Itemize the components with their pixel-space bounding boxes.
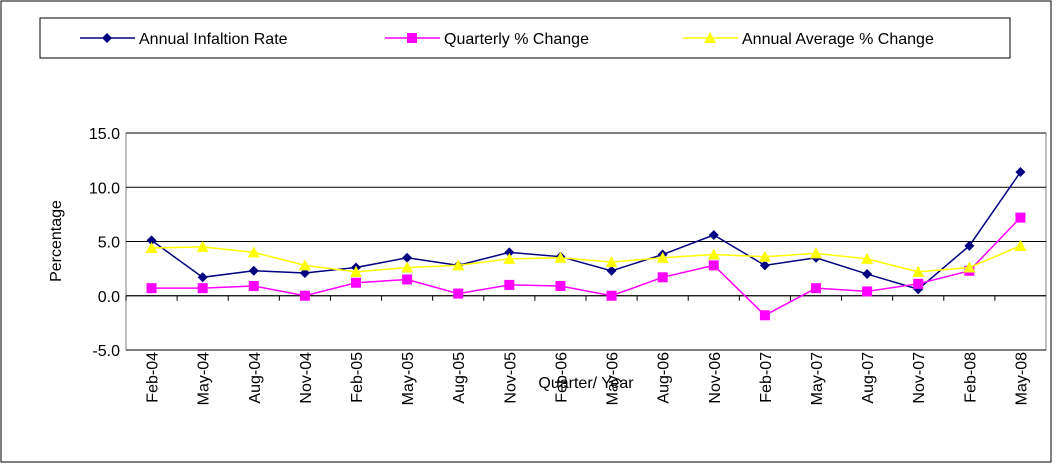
point-marker (862, 286, 873, 297)
y-tick-label: 0.0 (98, 289, 120, 306)
point-marker (504, 247, 515, 258)
point-marker (811, 283, 821, 294)
point-marker (452, 259, 465, 271)
x-tick-label: Aug-07 (860, 352, 877, 404)
x-tick-label: Feb-07 (758, 352, 775, 403)
point-marker (504, 279, 515, 290)
point-marker (861, 252, 874, 264)
point-marker (248, 265, 259, 276)
point-marker (299, 267, 310, 278)
point-marker (913, 278, 924, 289)
series-line (151, 171, 1022, 291)
point-marker (862, 269, 873, 280)
point-marker (247, 246, 260, 258)
point-marker (453, 288, 464, 299)
point-marker (350, 265, 362, 277)
point-marker (402, 274, 413, 285)
point-marker (606, 290, 617, 301)
point-marker (146, 283, 157, 294)
x-tick-label: Aug-05 (451, 352, 468, 404)
point-marker (707, 248, 720, 260)
series-line (151, 217, 1021, 317)
x-tick-label: May-06 (605, 352, 622, 405)
legend-label: Annual Average % Change (742, 31, 934, 48)
point-marker (759, 260, 770, 271)
point-marker (810, 247, 822, 259)
x-tick-label: Feb-04 (145, 352, 162, 403)
legend-label: Quarterly % Change (444, 31, 589, 48)
point-marker (248, 280, 259, 291)
legend-label: Annual Infaltion Rate (139, 31, 288, 48)
point-marker (146, 235, 157, 246)
x-axis-title: Quarter/ Year (538, 375, 634, 392)
point-marker (704, 32, 716, 43)
point-marker (407, 33, 417, 43)
x-tick-label: Nov-04 (298, 352, 315, 404)
series-line (151, 245, 1021, 273)
x-tick-label: May-05 (400, 352, 417, 405)
point-marker (299, 290, 310, 301)
point-marker (708, 229, 719, 240)
x-tick-label: May-07 (809, 352, 826, 405)
y-tick-label: 15.0 (89, 126, 120, 143)
point-marker (606, 265, 617, 276)
point-marker (197, 283, 208, 294)
x-tick-label: Feb-05 (349, 352, 366, 403)
y-tick-label: -5.0 (92, 343, 120, 360)
point-marker (605, 256, 618, 268)
point-marker (503, 252, 516, 264)
point-marker (196, 240, 209, 252)
x-tick-label: Aug-04 (247, 352, 264, 404)
point-marker (657, 272, 668, 283)
point-marker (963, 261, 976, 273)
x-tick-label: Nov-07 (911, 352, 928, 404)
x-tick-label: Feb-08 (962, 352, 979, 403)
point-marker (964, 240, 975, 251)
point-marker (656, 251, 669, 263)
point-marker (758, 250, 771, 262)
point-marker (145, 242, 158, 254)
point-marker (351, 277, 361, 288)
x-tick-label: Aug-06 (656, 352, 673, 404)
y-tick-label: 10.0 (89, 180, 120, 197)
point-marker (402, 252, 413, 263)
point-marker (1014, 239, 1027, 251)
x-tick-label: May-04 (196, 352, 213, 405)
point-marker (102, 33, 112, 43)
point-marker (708, 260, 719, 271)
point-marker (401, 261, 414, 273)
legend-box (39, 17, 1011, 59)
point-marker (1015, 212, 1026, 223)
x-tick-label: Nov-06 (707, 352, 724, 404)
y-axis-title: Percentage (48, 200, 65, 282)
x-tick-label: Nov-05 (502, 352, 519, 404)
point-marker (298, 259, 311, 271)
point-marker (759, 310, 770, 321)
y-tick-label: 5.0 (98, 235, 120, 252)
point-marker (555, 280, 566, 291)
x-tick-label: May-08 (1013, 352, 1030, 405)
point-marker (554, 251, 567, 263)
x-tick-label: Feb-06 (553, 352, 570, 403)
point-marker (912, 265, 925, 277)
point-marker (197, 272, 208, 283)
point-marker (1015, 167, 1026, 178)
